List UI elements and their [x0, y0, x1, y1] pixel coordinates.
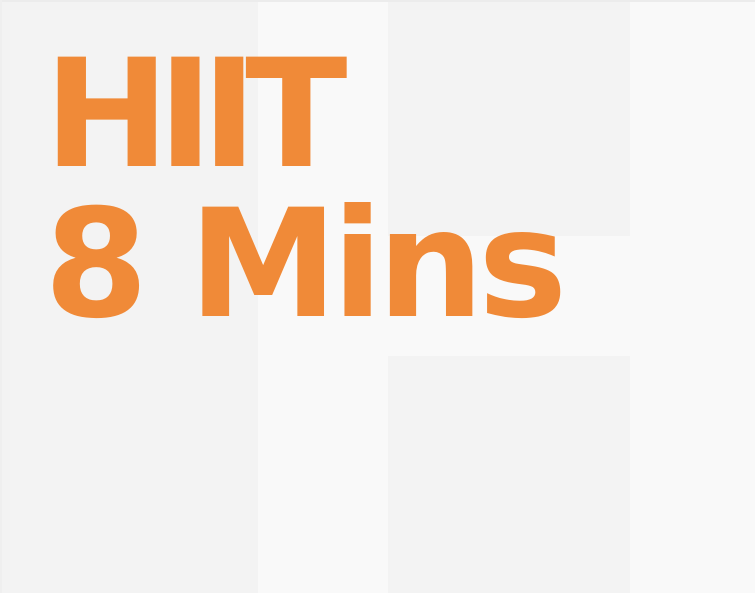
- background-panel-left: [0, 0, 258, 593]
- top-divider: [0, 0, 755, 2]
- headline: HIIT 8 Mins: [44, 28, 567, 352]
- background-panel-top: [388, 0, 630, 236]
- left-divider: [0, 0, 2, 593]
- headline-line-2: 8 Mins: [44, 178, 567, 352]
- background-panel-bottom: [388, 356, 630, 593]
- headline-line-1: HIIT: [44, 28, 347, 202]
